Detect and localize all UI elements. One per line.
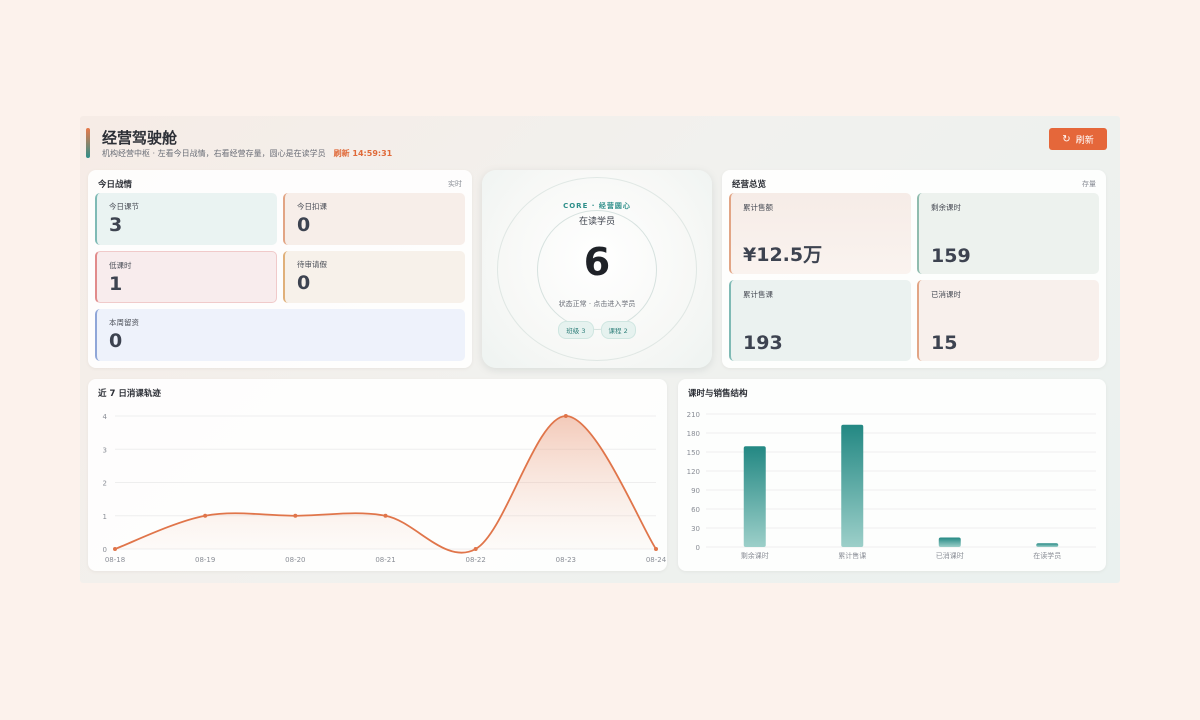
today-card-tag: 实时 — [448, 180, 462, 188]
bar-2 — [938, 537, 961, 547]
bar-0 — [743, 446, 766, 547]
stat-value: 0 — [297, 272, 311, 294]
line-series — [114, 415, 657, 554]
line-x-tick: 08-23 — [556, 556, 576, 564]
refresh-button[interactable]: ↻ 刷新 — [1049, 128, 1107, 150]
bar-y-tick: 180 — [687, 430, 700, 438]
line-point — [473, 547, 478, 551]
bar-y-tick: 0 — [696, 544, 700, 552]
core-status: 状态正常 · 点击进入学员 — [558, 300, 636, 308]
bar-x-tick: 已消课时 — [936, 551, 964, 560]
stat-label: 低课时 — [109, 261, 132, 270]
bar-y-tick: 90 — [691, 487, 700, 495]
stat-label: 今日扣课 — [297, 202, 327, 211]
core-label: 在读学员 — [578, 217, 615, 227]
overview-label: 累计售额 — [743, 203, 773, 212]
bar-3 — [1036, 543, 1059, 547]
overview-tile-consumed-hours[interactable]: 已消课时 15 — [917, 280, 1099, 361]
stat-value: 0 — [109, 330, 123, 352]
overview-tile-total-hours-sold[interactable]: 累计售课 193 — [729, 280, 911, 361]
line-chart: 0 1 2 3 4 08-18 08-19 08-20 08-21 08-22 08-23 08-24 — [103, 413, 667, 564]
overview-tile-total-sales[interactable]: 累计售额 ¥12.5万 — [729, 193, 911, 274]
line-x-tick: 08-24 — [646, 556, 667, 564]
stat-value: 0 — [297, 214, 311, 236]
bar-y-tick: 210 — [687, 411, 700, 419]
line-point — [563, 414, 568, 418]
line-y-tick: 3 — [103, 446, 107, 454]
dashboard-frame: 经营驾驶舱 机构经营中枢 · 左看今日战情，右看经营存量，圆心是在读学员 刷新 1… — [80, 116, 1120, 583]
subtitle-text: 机构经营中枢 · 左看今日战情，右看经营存量，圆心是在读学员 — [102, 149, 326, 158]
line-y-tick: 1 — [103, 513, 107, 521]
line-point — [654, 547, 658, 551]
bar-y-tick: 120 — [687, 468, 700, 476]
chip-courses[interactable]: 课程 2 — [600, 321, 636, 339]
overview-card: 经营总览 存量 累计售额 ¥12.5万 剩余课时 159 累计售课 193 已消… — [722, 170, 1106, 368]
overview-value: 193 — [743, 332, 783, 354]
today-card-title: 今日战情 — [98, 180, 133, 190]
decor-ring-outer — [497, 177, 697, 361]
overview-card-title: 经营总览 — [732, 180, 767, 190]
refresh-button-label: 刷新 — [1075, 135, 1094, 146]
line-point — [203, 513, 208, 518]
stat-tile-today-lessons[interactable]: 今日课节 3 — [95, 193, 277, 245]
core-students-card[interactable]: CORE · 经营圆心 在读学员 6 状态正常 · 点击进入学员 班级 3 课程… — [482, 170, 712, 368]
line-x-tick: 08-21 — [375, 556, 395, 564]
stat-label: 本周留资 — [109, 318, 139, 327]
line-point — [383, 513, 388, 518]
line-chart-title: 近 7 日消课轨迹 — [98, 389, 161, 399]
core-student-count: 6 — [583, 240, 611, 284]
bar-chart-title: 课时与销售结构 — [688, 389, 748, 399]
bar-y-tick: 150 — [687, 449, 700, 457]
stat-tile-low-hours[interactable]: 低课时 1 — [95, 251, 277, 303]
chip-classes[interactable]: 班级 3 — [558, 321, 594, 339]
line-x-tick: 08-19 — [195, 556, 215, 564]
bar-chart: 0 30 60 90 120 150 180 210 剩余课时 累计售课 已消课时 在读学员 — [687, 411, 1096, 560]
core-chip-row: 班级 3 课程 2 — [482, 321, 712, 339]
bar-1 — [841, 424, 864, 547]
bar-x-tick: 剩余课时 — [741, 551, 769, 560]
stat-tile-weekly-leads[interactable]: 本周留资 0 — [95, 309, 465, 361]
line-y-tick: 2 — [103, 480, 107, 488]
stat-value: 3 — [109, 214, 123, 236]
bar-chart-card: 课时与销售结构 0 30 60 90 120 150 180 210 剩余课时 累计售课 已消课时 在… — [678, 379, 1106, 571]
refresh-icon: ↻ — [1062, 133, 1071, 145]
decor-ring-inner — [537, 210, 657, 330]
bar-y-tick: 30 — [691, 525, 700, 533]
core-kicker: CORE · 经营圆心 — [563, 202, 631, 210]
page-title: 经营驾驶舱 — [102, 129, 178, 147]
line-y-tick: 4 — [103, 413, 108, 421]
line-x-tick: 08-22 — [465, 556, 485, 564]
bar-y-tick: 60 — [691, 506, 700, 514]
overview-card-tag: 存量 — [1082, 180, 1096, 188]
overview-value: ¥12.5万 — [743, 244, 823, 266]
line-x-tick: 08-18 — [105, 556, 125, 564]
header-accent-bar — [86, 128, 90, 158]
bar-x-tick: 累计售课 — [838, 551, 866, 560]
stat-tile-pending-leave[interactable]: 待审请假 0 — [283, 251, 465, 303]
stat-label: 待审请假 — [297, 260, 327, 269]
line-chart-card: 近 7 日消课轨迹 0 1 2 3 4 08-18 08-19 08-20 08-21 08-22… — [88, 379, 667, 571]
line-y-tick: 0 — [103, 546, 107, 554]
overview-label: 剩余课时 — [931, 203, 961, 212]
today-card: 今日战情 实时 今日课节 3 今日扣课 0 低课时 1 待审请假 0 本周留资 … — [88, 170, 472, 368]
line-point — [293, 513, 298, 518]
line-x-tick: 08-20 — [285, 556, 305, 564]
overview-label: 累计售课 — [743, 290, 773, 299]
overview-label: 已消课时 — [931, 290, 961, 299]
page-subtitle: 机构经营中枢 · 左看今日战情，右看经营存量，圆心是在读学员 刷新 14:59:3… — [102, 148, 392, 159]
stat-tile-today-deductions[interactable]: 今日扣课 0 — [283, 193, 465, 245]
stat-value: 1 — [109, 273, 123, 295]
overview-value: 159 — [931, 245, 971, 267]
bar-x-tick: 在读学员 — [1033, 551, 1061, 560]
overview-value: 15 — [931, 332, 958, 354]
line-point — [113, 547, 117, 551]
overview-tile-remaining-hours[interactable]: 剩余课时 159 — [917, 193, 1099, 274]
refresh-time: 刷新 14:59:31 — [333, 149, 393, 158]
line-area — [115, 416, 656, 553]
stat-label: 今日课节 — [109, 202, 139, 211]
